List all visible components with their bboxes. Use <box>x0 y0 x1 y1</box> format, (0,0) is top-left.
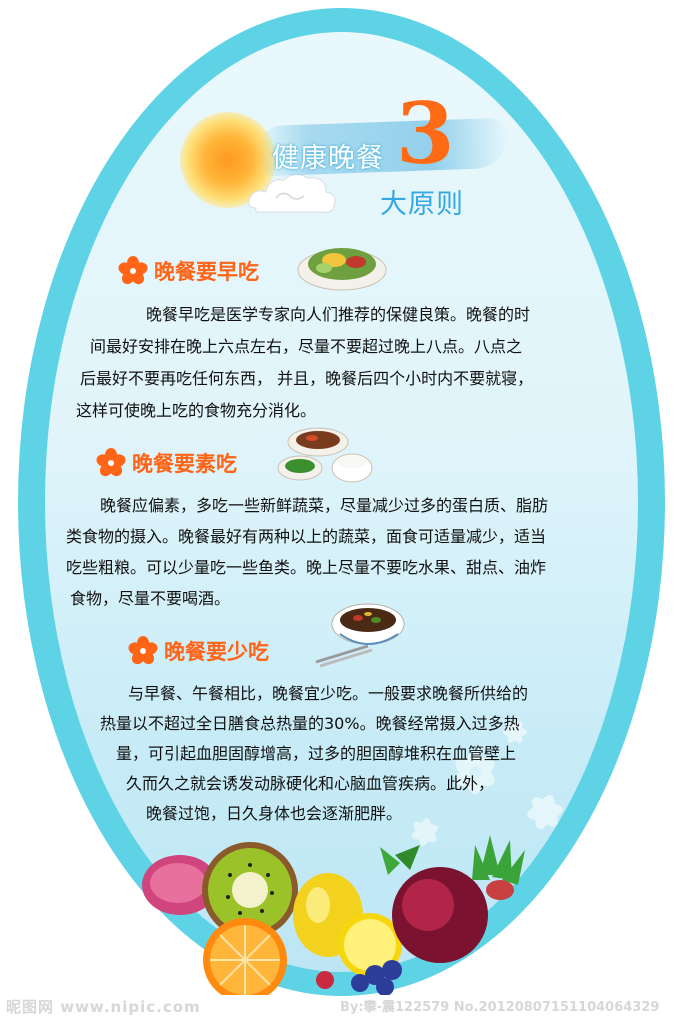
decorative-flowers <box>411 721 563 846</box>
watermark-site: 昵图网 www.nipic.com <box>6 998 201 1016</box>
section-body-line: 久而久之就会诱发动脉硬化和心脑血管疾病。此外， <box>126 774 495 793</box>
cloud-icon <box>248 174 336 213</box>
section-heading-label: 晚餐要素吃 <box>132 452 237 476</box>
poster-subtitle: 大原则 <box>380 189 464 220</box>
section-body-line: 量，可引起血胆固醇增高，过多的胆固醇堆积在血管壁上 <box>116 744 517 763</box>
section-body-line: 食物，尽量不要喝酒。 <box>70 589 231 608</box>
section-heading-eat-light: 晚餐要素吃 <box>96 448 237 478</box>
section-heading-eat-early: 晚餐要早吃 <box>118 256 259 286</box>
flower-bullet-icon <box>128 636 158 665</box>
flower-bullet-icon <box>118 256 148 285</box>
section-body-line: 与早餐、午餐相比，晚餐宜少吃。一般要求晚餐所供给的 <box>128 684 529 703</box>
section-body-line: 热量以不超过全日膳食总热量的30%。晚餐经常摄入过多热 <box>100 714 520 733</box>
bowl-chopsticks-icon <box>315 603 405 668</box>
fruit-basket-illustration <box>142 835 525 995</box>
section-heading-label: 晚餐要早吃 <box>154 260 259 284</box>
section-body-line: 后最好不要再吃任何东西， 并且，晚餐后四个小时内不要就寝， <box>80 369 534 388</box>
salad-dish-icon <box>297 248 387 291</box>
section-body-line: 类食物的摄入。晚餐最好有两种以上的蔬菜，面食可适量减少，适当 <box>66 527 547 546</box>
section-body-line: 晚餐早吃是医学专家向人们推荐的保健良策。晚餐的时 <box>146 305 531 324</box>
flower-bullet-icon <box>96 448 126 477</box>
section-body-line: 间最好安排在晚上六点左右，尽量不要超过晚上八点。八点之 <box>90 337 523 356</box>
section-body-line: 晚餐应偏素，多吃一些新鲜蔬菜，尽量减少过多的蛋白质、脂肪 <box>100 496 549 515</box>
watermark-id: By:攀-震122579 No.20120807151104064329 <box>340 1000 660 1015</box>
section-heading-label: 晚餐要少吃 <box>164 640 269 664</box>
meal-set-icon <box>277 427 373 483</box>
section-body-line: 晚餐过饱，日久身体也会逐渐肥胖。 <box>146 804 403 823</box>
section-body-line: 这样可使晚上吃的食物充分消化。 <box>76 401 317 420</box>
section-heading-eat-less: 晚餐要少吃 <box>128 636 269 666</box>
section-body-line: 吃些粗粮。可以少量吃一些鱼类。晚上尽量不要吃水果、甜点、油炸 <box>66 558 547 577</box>
poster-background <box>45 32 638 972</box>
title-number: 3 <box>396 84 455 183</box>
poster-title: 健康晚餐 <box>272 143 384 174</box>
